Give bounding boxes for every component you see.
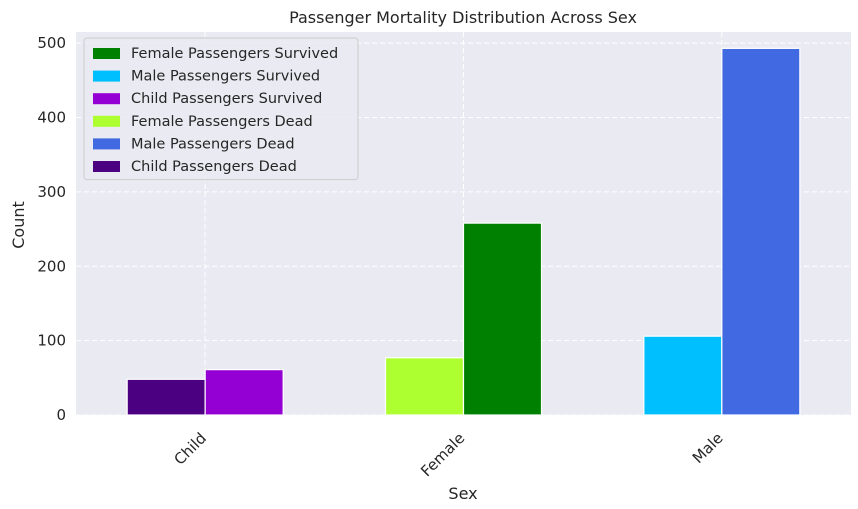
y-axis-label: Count [9,201,28,249]
legend-label: Male Passengers Dead [131,136,295,152]
legend-swatch [93,161,120,172]
bar [721,47,801,416]
bar [384,357,465,416]
legend-label: Child Passengers Dead [131,159,297,175]
chart-title: Passenger Mortality Distribution Across … [289,8,637,27]
bar [204,369,284,416]
legend-label: Child Passengers Survived [131,91,322,107]
y-tick-label: 200 [37,257,66,275]
x-tick-label: Male [689,429,727,467]
legend-swatch [93,93,120,105]
y-tick-label: 100 [37,332,66,350]
legend: Female Passengers Survived Male Passenger… [83,37,359,181]
x-tick-labels: Child Female Male [171,429,727,480]
bar [462,222,543,416]
legend-swatch [93,70,120,82]
legend-label: Female Passengers Dead [131,114,313,130]
legend-swatch [93,138,120,150]
bar [643,335,723,416]
y-tick-label: 0 [56,406,66,424]
y-tick-label: 300 [37,183,66,201]
legend-label: Female Passengers Survived [131,46,338,62]
bar [126,378,206,416]
bars [126,47,801,416]
legend-swatch [93,115,120,127]
x-tick-label: Child [171,429,210,468]
legend-label: Male Passengers Survived [131,69,320,85]
y-tick-label: 400 [37,109,66,127]
legend-box [83,37,359,181]
y-tick-label: 500 [37,34,66,52]
legend-swatch [93,48,120,59]
y-tick-labels: 0 100 200 300 400 500 [37,34,66,424]
x-tick-label: Female [417,429,468,480]
x-axis-label: Sex [448,484,477,503]
